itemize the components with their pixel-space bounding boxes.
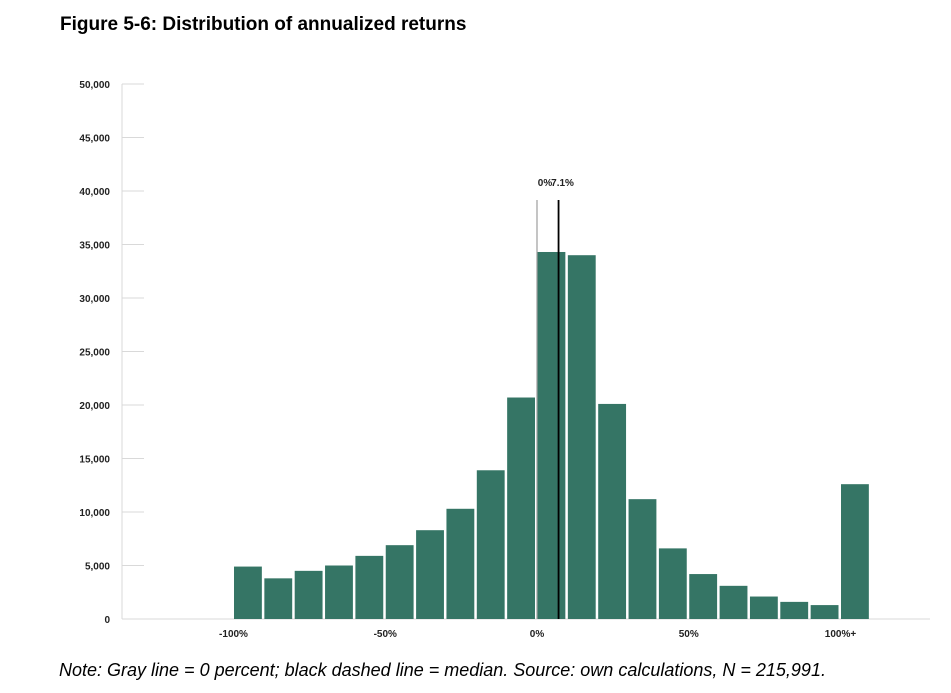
bar xyxy=(476,470,505,619)
median-line-label: 7.1% xyxy=(551,178,574,189)
x-tick-label: 0% xyxy=(530,629,545,640)
histogram-chart: 0 5,000 10,000 15,000 20,000 25,000 30,000 35,0… xyxy=(79,80,930,640)
chart-title: Figure 5-6: Distribution of annualized r… xyxy=(60,14,467,35)
bar xyxy=(537,251,566,620)
bar xyxy=(567,255,596,619)
x-axis: -100% -50% 0% 50% 100%+ xyxy=(122,618,930,640)
y-tick-label: 45,000 xyxy=(79,134,110,145)
bar xyxy=(294,570,323,619)
y-tick-label: 20,000 xyxy=(79,401,110,412)
y-tick-label: 50,000 xyxy=(79,80,110,91)
reference-lines: 0%7.1% xyxy=(536,178,574,619)
x-tick-label: 50% xyxy=(679,629,699,640)
bar xyxy=(507,397,535,619)
bars xyxy=(234,251,869,620)
y-tick-label: 40,000 xyxy=(79,187,110,198)
bar xyxy=(355,555,384,619)
y-tick-label: 0 xyxy=(104,615,110,626)
y-tick-label: 30,000 xyxy=(79,294,110,305)
bar xyxy=(446,508,475,619)
bar xyxy=(810,605,839,619)
bar xyxy=(719,585,748,619)
bar xyxy=(841,484,869,619)
bar xyxy=(749,596,778,619)
y-tick-label: 5,000 xyxy=(85,562,110,573)
bar xyxy=(780,601,809,619)
y-tick-label: 35,000 xyxy=(79,241,110,252)
zero-line-label: 0% xyxy=(538,178,553,189)
y-tick-label: 10,000 xyxy=(79,508,110,519)
y-axis: 0 5,000 10,000 15,000 20,000 25,000 30,000 35,0… xyxy=(79,80,144,626)
bar xyxy=(385,545,414,619)
bar xyxy=(598,403,627,619)
bar xyxy=(325,565,353,619)
bar xyxy=(689,574,718,619)
x-tick-label: 100%+ xyxy=(825,629,857,640)
y-tick-label: 15,000 xyxy=(79,455,110,466)
y-tick-label: 25,000 xyxy=(79,348,110,359)
x-tick-label: -100% xyxy=(219,629,248,640)
bar xyxy=(416,530,444,619)
bar xyxy=(264,578,293,619)
chart-note: Note: Gray line = 0 percent; black dashe… xyxy=(59,660,826,680)
bar xyxy=(658,548,687,619)
x-tick-label: -50% xyxy=(374,629,397,640)
bar xyxy=(628,499,657,619)
bar xyxy=(234,566,262,619)
